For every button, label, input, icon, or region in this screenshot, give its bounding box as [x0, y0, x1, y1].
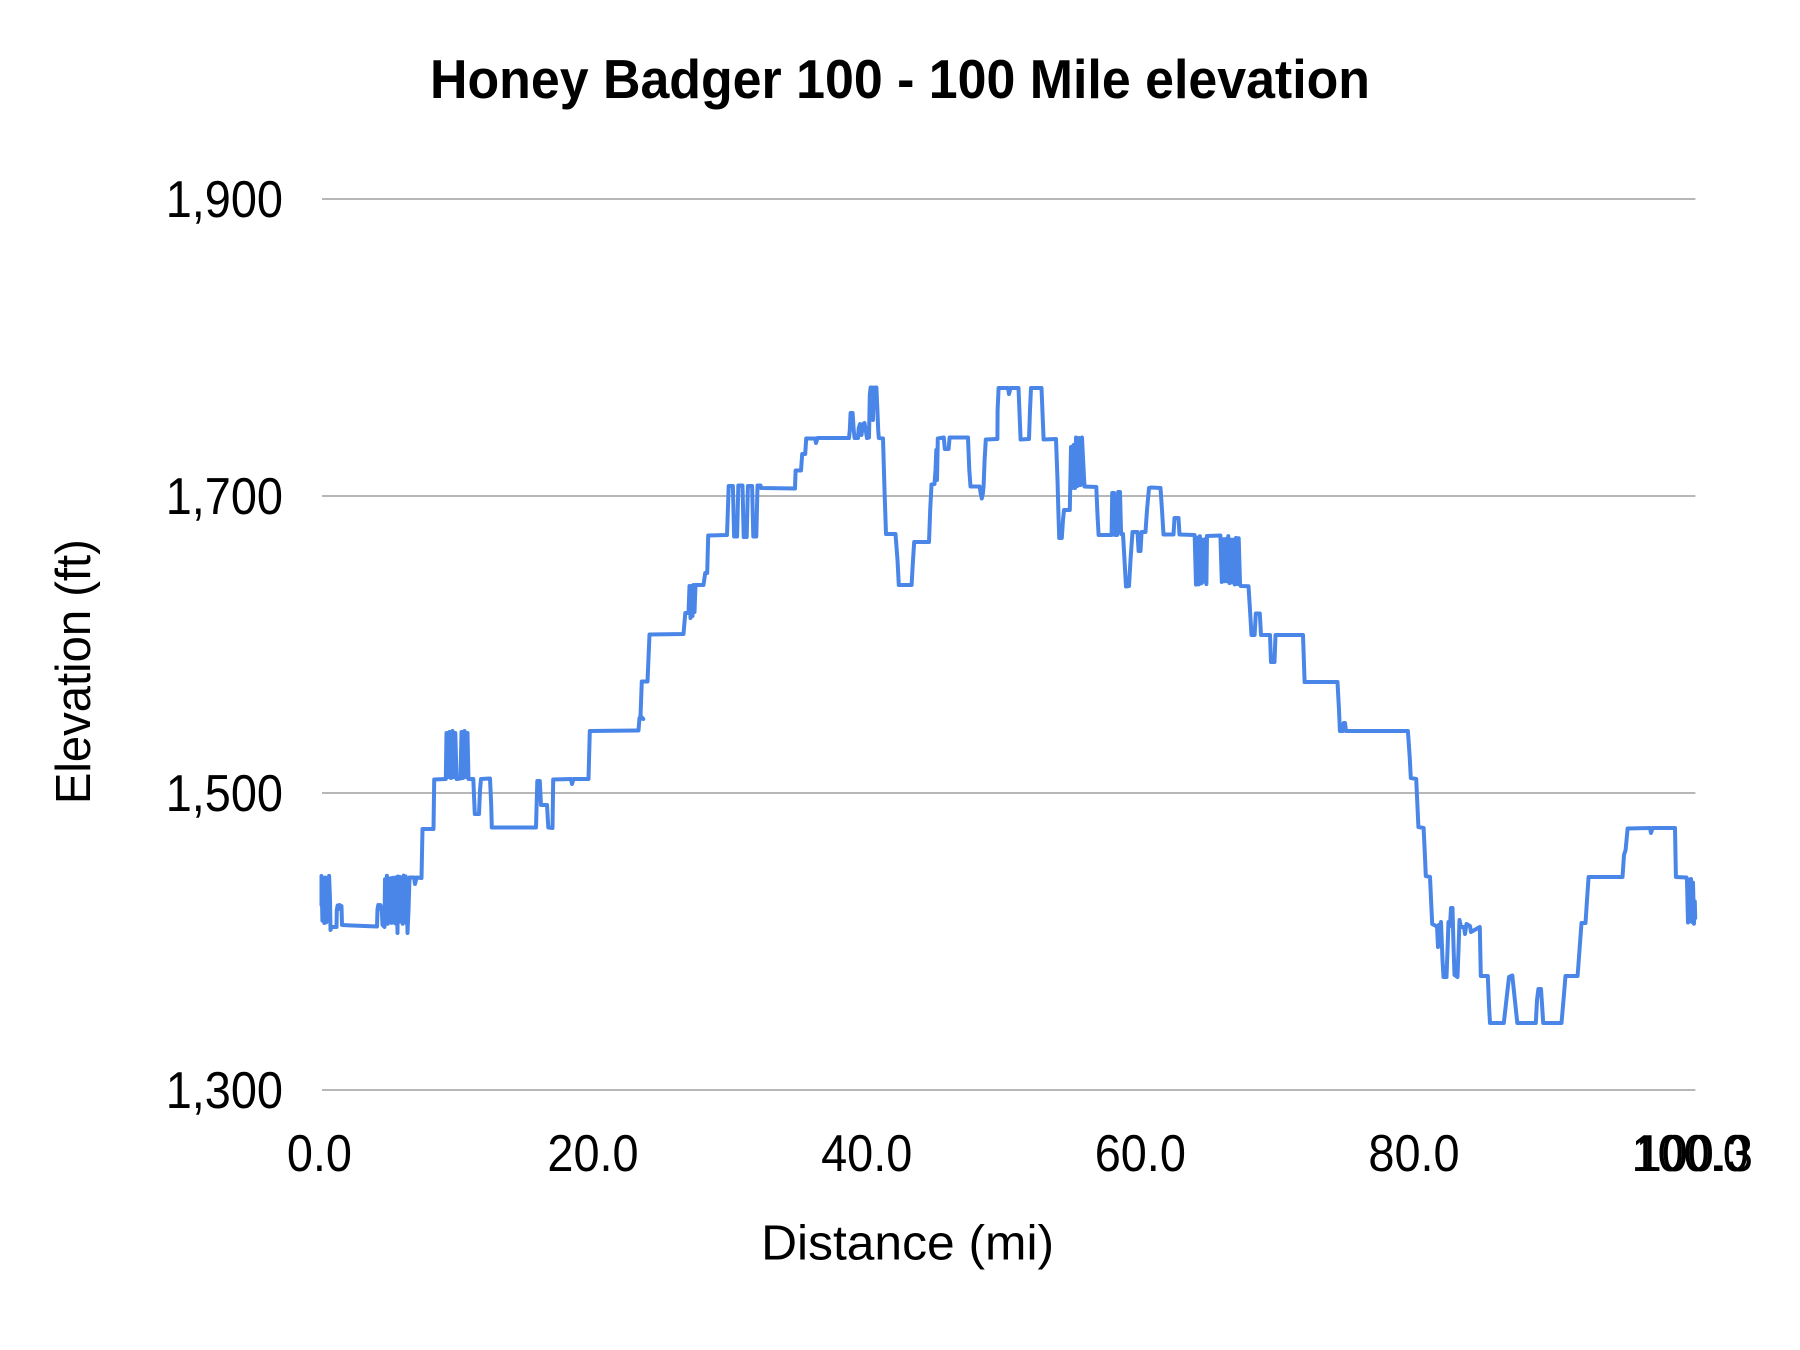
svg-text:1,500: 1,500 — [166, 764, 283, 822]
svg-text:Distance (mi): Distance (mi) — [761, 1217, 1054, 1271]
svg-text:80.0: 80.0 — [1368, 1124, 1459, 1182]
svg-text:40.0: 40.0 — [821, 1124, 912, 1182]
svg-text:1,300: 1,300 — [166, 1061, 283, 1119]
svg-text:1,900: 1,900 — [166, 170, 283, 228]
svg-text:Honey Badger 100 - 100 Mile el: Honey Badger 100 - 100 Mile elevation — [430, 48, 1370, 110]
svg-text:20.0: 20.0 — [547, 1124, 638, 1182]
svg-text:Elevation (ft): Elevation (ft) — [47, 539, 101, 804]
svg-text:100.0: 100.0 — [1632, 1124, 1749, 1182]
svg-text:100.3: 100.3 — [1636, 1124, 1753, 1182]
svg-text:1,700: 1,700 — [166, 467, 283, 525]
svg-text:60.0: 60.0 — [1095, 1124, 1186, 1182]
svg-text:0.0: 0.0 — [287, 1124, 352, 1182]
